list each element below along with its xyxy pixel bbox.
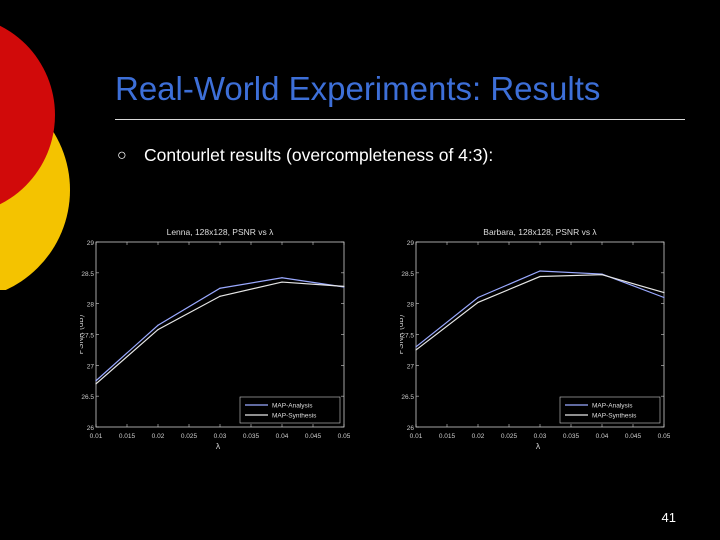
y-tick-label: 27.5 <box>401 333 414 340</box>
x-tick-label: 0.035 <box>243 433 260 440</box>
y-tick-label: 28.5 <box>401 271 414 278</box>
legend-box <box>559 396 661 424</box>
data-point <box>343 285 345 287</box>
x-tick-label: 0.045 <box>305 433 322 440</box>
data-point <box>219 287 221 289</box>
y-axis-label: PSNR (dB) <box>400 314 405 354</box>
chart-lenna: Lenna, 128x128, PSNR vs λ 26 26.5 27 27.5 28 2… <box>80 222 350 458</box>
legend-entry: MAP-Synthesis <box>272 413 317 420</box>
y-tick-label: 26 <box>407 425 415 432</box>
data-point <box>157 328 159 331</box>
y-axis-label: PSNR (dB) <box>80 314 85 354</box>
bullet-marker: ○ <box>117 147 127 164</box>
page-number: 41 <box>661 510 676 525</box>
data-point <box>157 324 159 326</box>
x-tick-label: 0.01 <box>90 433 103 440</box>
x-tick-label: 0.01 <box>410 433 423 440</box>
y-tick-label: 28 <box>407 302 415 309</box>
x-axis-label: λ <box>536 442 541 451</box>
x-tick-label: 0.03 <box>534 433 547 440</box>
data-point <box>281 277 283 279</box>
y-tick-label: 27 <box>87 363 95 370</box>
legend-entry: MAP-Analysis <box>272 403 313 410</box>
deco-red-circle <box>0 25 55 205</box>
x-tick-label: 0.05 <box>658 433 670 440</box>
y-tick-label: 27.5 <box>81 333 94 340</box>
data-point <box>601 274 603 276</box>
y-tick-label: 26.5 <box>81 394 94 401</box>
data-point <box>477 301 479 304</box>
data-point <box>95 383 97 385</box>
chart-svg: Lenna, 128x128, PSNR vs λ 26 26.5 27 27.5 28 2… <box>80 227 350 451</box>
data-point <box>281 281 283 283</box>
y-tick-label: 27 <box>407 363 415 370</box>
data-point <box>477 296 479 299</box>
x-tick-label: 0.015 <box>439 433 456 440</box>
data-point <box>219 295 221 297</box>
y-tick-label: 29 <box>87 240 95 247</box>
x-tick-label: 0.05 <box>338 433 350 440</box>
title-divider <box>115 119 685 120</box>
data-point <box>95 380 97 382</box>
y-tick-label: 26 <box>87 425 95 432</box>
x-tick-label: 0.04 <box>276 433 289 440</box>
chart-title: Barbara, 128x128, PSNR vs λ <box>483 227 597 237</box>
data-point <box>539 270 541 272</box>
series-line-synthesis <box>415 274 665 351</box>
x-tick-label: 0.02 <box>472 433 485 440</box>
legend-entry: MAP-Analysis <box>592 403 633 410</box>
y-tick-label: 26.5 <box>401 394 414 401</box>
x-tick-label: 0.025 <box>501 433 518 440</box>
decorative-circles <box>0 25 70 290</box>
bullet-text: Contourlet results (overcompleteness of … <box>144 145 494 165</box>
data-point <box>415 349 417 351</box>
x-tick-label: 0.02 <box>152 433 165 440</box>
legend-box <box>239 396 341 424</box>
series-line-synthesis <box>95 281 345 385</box>
data-point <box>539 275 541 278</box>
data-point <box>663 291 665 294</box>
slide-title: Real-World Experiments: Results <box>115 70 601 107</box>
x-tick-label: 0.015 <box>119 433 136 440</box>
x-tick-label: 0.045 <box>625 433 642 440</box>
y-tick-label: 29 <box>407 240 415 247</box>
x-tick-label: 0.03 <box>214 433 227 440</box>
chart-svg: Barbara, 128x128, PSNR vs λ 26 26.5 27 27.5 2… <box>400 227 670 451</box>
x-tick-label: 0.025 <box>181 433 198 440</box>
x-tick-label: 0.035 <box>563 433 580 440</box>
data-point <box>415 346 417 348</box>
x-axis-label: λ <box>216 442 221 451</box>
x-tick-label: 0.04 <box>596 433 609 440</box>
legend-entry: MAP-Synthesis <box>592 413 637 420</box>
data-point <box>663 296 665 299</box>
y-tick-label: 28.5 <box>81 271 94 278</box>
chart-barbara: Barbara, 128x128, PSNR vs λ 26 26.5 27 27.5 2… <box>400 222 670 458</box>
y-tick-label: 28 <box>87 302 95 309</box>
chart-title: Lenna, 128x128, PSNR vs λ <box>167 227 275 237</box>
series-line-analysis <box>95 277 345 382</box>
